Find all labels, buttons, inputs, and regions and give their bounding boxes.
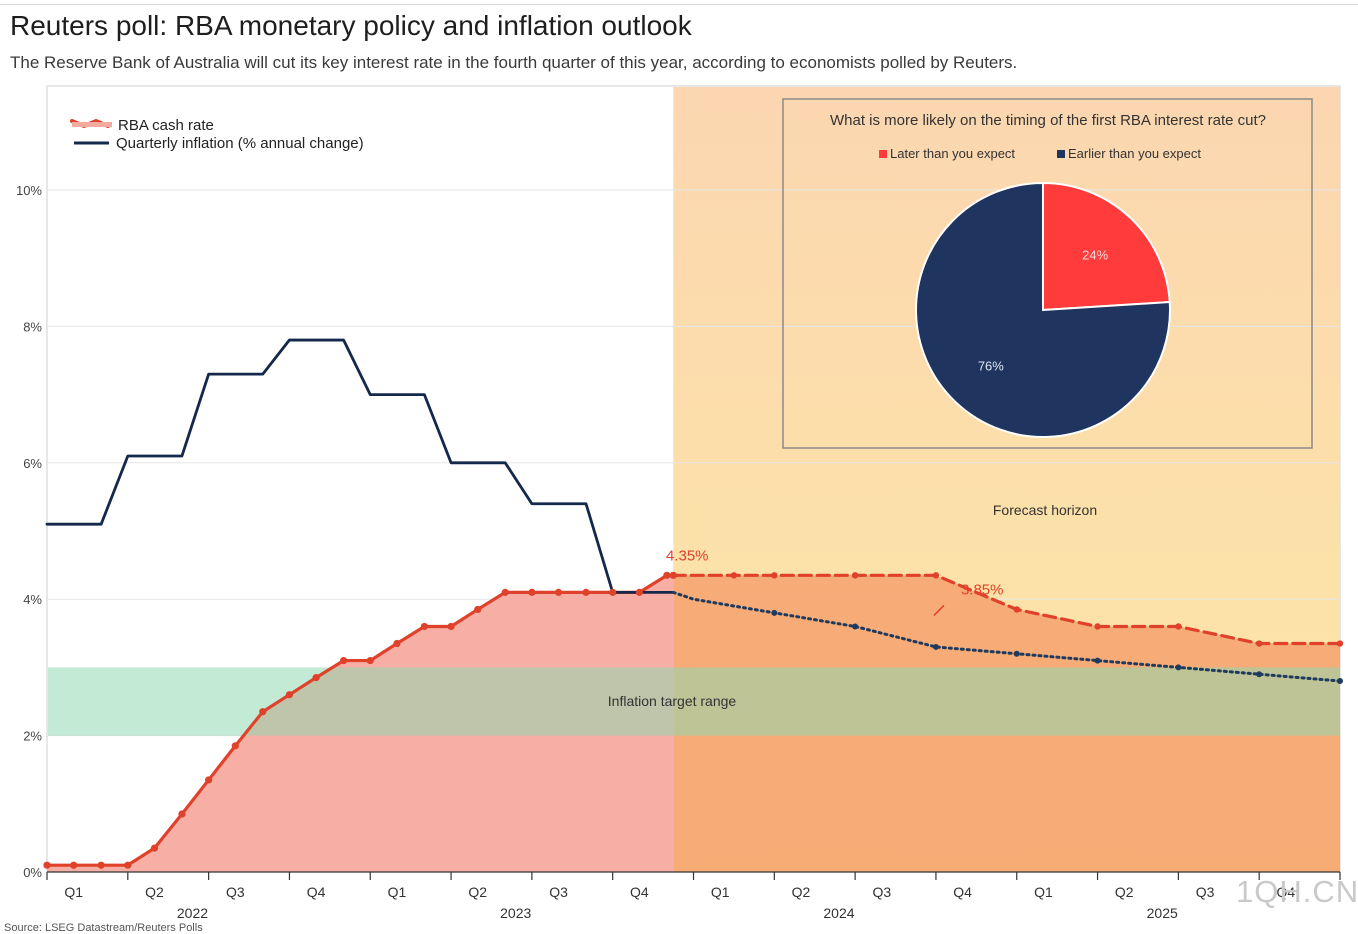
x-quarter-label: Q3 — [1196, 884, 1215, 900]
value-annotation: 4.35% — [666, 547, 709, 564]
series-line-rba-cash-rate-forecast — [671, 573, 1342, 646]
value-annotation: 3.85% — [961, 581, 1004, 598]
pie-legend-label-later: Later than you expect — [890, 146, 1015, 161]
pie-frame — [782, 98, 1313, 449]
rate-point — [501, 588, 509, 596]
y-tick-label: 4% — [23, 592, 42, 607]
rate-point — [669, 571, 677, 579]
pie-legend-swatch-earlier — [1057, 150, 1065, 158]
x-year-label: 2022 — [177, 905, 208, 921]
pie-slice-later — [1042, 181, 1171, 312]
rate-point — [609, 588, 617, 596]
legend-label-inflation: Quarterly inflation (% annual change) — [116, 135, 364, 152]
pie-slice-label: 76% — [978, 359, 1004, 374]
y-tick-label: 10% — [16, 183, 42, 198]
y-tick-label: 8% — [23, 319, 42, 334]
x-quarter-label: Q1 — [64, 884, 83, 900]
inflation-forecast-point — [1256, 671, 1263, 678]
y-tick-label: 0% — [23, 865, 42, 880]
rate-point — [285, 691, 294, 699]
pie-legend-label-earlier: Earlier than you expect — [1068, 146, 1201, 161]
x-quarter-label: Q1 — [711, 884, 730, 900]
target-band-label: Inflation target range — [608, 693, 737, 709]
inflation-forecast-point — [932, 643, 939, 650]
source-note: Source: LSEG Datastream/Reuters Polls — [4, 922, 203, 934]
legend-label-rate: RBA cash rate — [118, 117, 214, 134]
rate-forecast-point — [1094, 623, 1101, 630]
rate-point — [178, 810, 186, 818]
x-quarter-label: Q3 — [872, 884, 891, 900]
rate-point — [231, 742, 239, 750]
inflation-forecast-point — [852, 623, 859, 630]
rate-forecast-point — [932, 572, 940, 579]
rate-forecast-point — [771, 572, 778, 579]
series-line-quarterly-inflation — [45, 338, 675, 594]
rate-point — [635, 588, 643, 596]
x-quarter-label: Q3 — [226, 884, 245, 900]
forecast-horizon-label: Forecast horizon — [993, 502, 1097, 518]
x-quarter-label: Q2 — [1115, 884, 1134, 900]
pie-legend-swatch-later — [879, 150, 887, 158]
rate-forecast-point — [851, 572, 859, 579]
rate-point — [366, 656, 374, 665]
x-year-label: 2023 — [500, 905, 531, 921]
inflation-forecast-point — [1175, 664, 1182, 671]
pie-title: What is more likely on the timing of the… — [830, 112, 1266, 129]
rate-forecast-point — [1336, 640, 1344, 647]
y-tick-label: 6% — [23, 456, 42, 471]
pie-slice-label: 24% — [1082, 247, 1108, 262]
rate-point — [205, 776, 213, 784]
inflation-forecast-point — [1013, 650, 1020, 657]
rate-point — [582, 588, 590, 596]
x-quarter-label: Q2 — [145, 884, 164, 900]
rate-point — [150, 844, 159, 852]
inflation-target-band — [48, 667, 1340, 736]
x-quarter-label: Q2 — [792, 884, 811, 900]
rate-point — [663, 571, 671, 579]
x-quarter-label: Q2 — [468, 884, 487, 900]
x-quarter-label: Q4 — [307, 884, 326, 900]
rate-point — [474, 605, 482, 614]
x-quarter-label: Q4 — [953, 884, 972, 900]
y-tick-label: 2% — [23, 729, 42, 744]
inflation-forecast-point — [1337, 678, 1343, 685]
rate-point — [259, 708, 267, 716]
rate-point — [528, 588, 536, 596]
chart-title: Reuters poll: RBA monetary policy and in… — [10, 10, 692, 41]
series-line-quarterly-inflation-forecast — [671, 590, 1342, 683]
watermark: 1QH.CN — [1236, 874, 1358, 909]
x-quarter-label: Q4 — [630, 884, 649, 900]
rate-point — [43, 861, 51, 869]
inflation-forecast-point — [771, 609, 778, 616]
rate-point — [124, 861, 132, 869]
rate-forecast-point — [1013, 606, 1020, 613]
x-quarter-label: Q3 — [549, 884, 568, 900]
rate-point — [420, 622, 428, 631]
rate-point — [97, 861, 105, 869]
x-quarter-label: Q1 — [1034, 884, 1053, 900]
pie-slice-earlier — [915, 181, 1171, 438]
rate-point — [554, 588, 563, 596]
rate-point — [393, 639, 401, 648]
rate-point — [447, 622, 455, 631]
rate-point — [70, 861, 78, 869]
rate-forecast-point — [1255, 640, 1263, 647]
legend-swatch-rate-fill — [72, 122, 112, 127]
x-year-label: 2024 — [823, 905, 854, 921]
x-year-label: 2025 — [1147, 905, 1178, 921]
inflation-forecast-point — [1094, 657, 1101, 664]
rate-point — [312, 674, 320, 682]
chart-subtitle: The Reserve Bank of Australia will cut i… — [10, 53, 1018, 72]
top-rule — [0, 4, 1358, 5]
rate-forecast-point — [730, 572, 738, 579]
rate-point — [339, 656, 348, 665]
annotation-leader — [933, 604, 945, 616]
x-quarter-label: Q4 — [1277, 884, 1296, 900]
x-quarter-label: Q1 — [388, 884, 407, 900]
rate-forecast-point — [1175, 623, 1182, 630]
